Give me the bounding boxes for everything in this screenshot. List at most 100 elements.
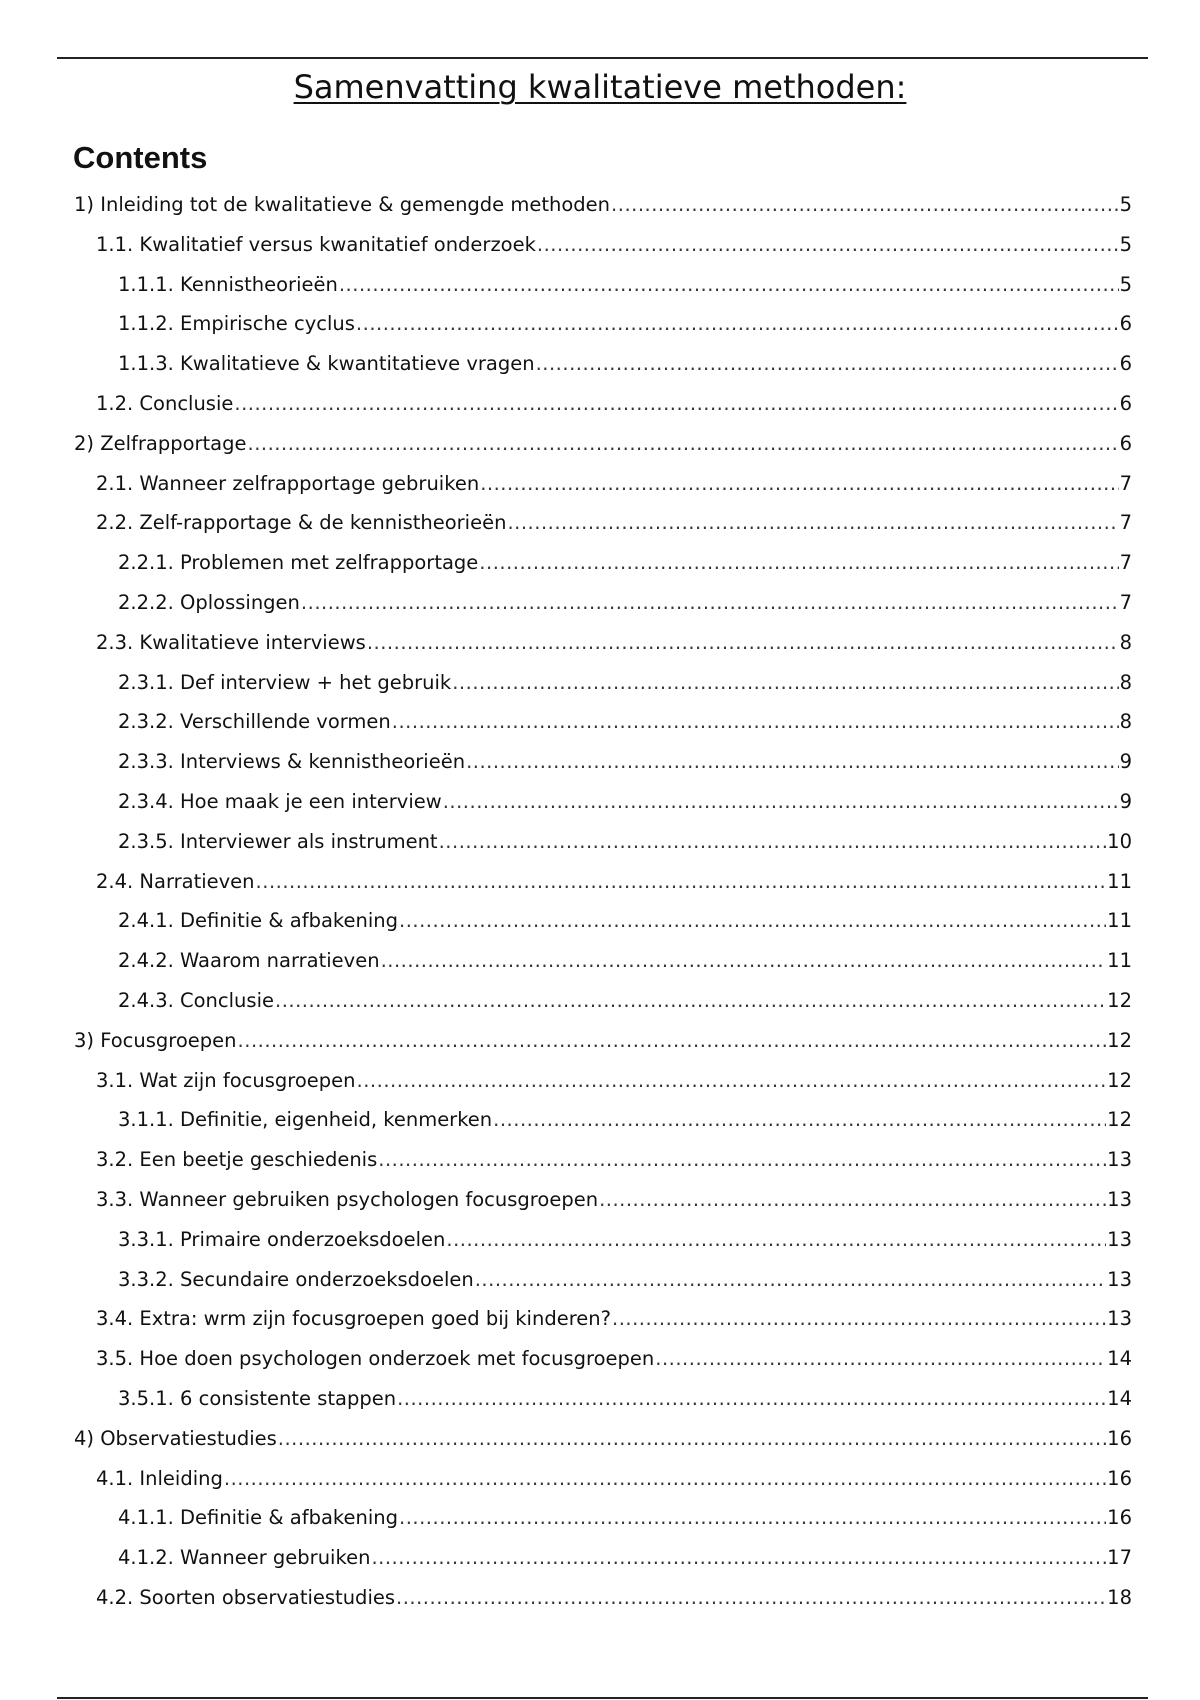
- toc-entry[interactable]: 2.2. Zelf-rapportage & de kennistheorieë…: [96, 511, 1132, 541]
- toc-entry[interactable]: 4.2. Soorten observatiestudies 18: [96, 1586, 1132, 1616]
- toc-entry-label: 2.4.2. Waarom narratieven: [118, 949, 380, 973]
- toc-entry-label: 2.3.4. Hoe maak je een interview: [118, 790, 442, 813]
- toc-leader-dots: [537, 233, 1119, 256]
- toc-entry-label: 3.1.1. Definitie, eigenheid, kenmerken: [118, 1108, 493, 1132]
- toc-entry[interactable]: 2) Zelfrapportage 6: [74, 432, 1132, 462]
- toc-entry-label: 4.2. Soorten observatiestudies: [96, 1586, 396, 1609]
- toc-page-number: 13: [1107, 1307, 1132, 1331]
- toc-page-number: 6: [1119, 431, 1132, 455]
- toc-entry[interactable]: 3.5. Hoe doen psychologen onderzoek met …: [96, 1347, 1132, 1377]
- toc-page-number: 13: [1107, 1267, 1132, 1291]
- toc-entry-label: 1.2. Conclusie: [96, 392, 234, 415]
- toc-entry-label: 3.5. Hoe doen psychologen onderzoek met …: [96, 1347, 655, 1371]
- toc-entry[interactable]: 2.2.2. Oplossingen 7: [118, 591, 1132, 621]
- toc-page-number: 11: [1107, 869, 1132, 893]
- toc-leader-dots: [378, 1148, 1106, 1171]
- toc-entry-label: 4.1.2. Wanneer gebruiken: [118, 1546, 371, 1570]
- toc-entry[interactable]: 4.1.2. Wanneer gebruiken 17: [118, 1546, 1132, 1576]
- toc-entry-label: 1) Inleiding tot de kwalitatieve & gemen…: [74, 193, 611, 216]
- toc-leader-dots: [612, 1307, 1106, 1330]
- toc-entry-label: 4.1.1. Definitie & afbakening: [118, 1506, 398, 1530]
- toc-page-number: 12: [1107, 989, 1132, 1012]
- toc-entry[interactable]: 2.4.3. Conclusie 12: [118, 989, 1132, 1019]
- toc-entry[interactable]: 3.3.2. Secundaire onderzoeksdoelen 13: [118, 1268, 1132, 1298]
- toc-entry-label: 3) Focusgroepen: [74, 1028, 237, 1052]
- toc-entry[interactable]: 1) Inleiding tot de kwalitatieve & gemen…: [74, 193, 1132, 223]
- toc-page-number: 14: [1107, 1387, 1132, 1410]
- toc-leader-dots: [536, 352, 1119, 375]
- toc-entry-label: 1.1.1. Kennistheorieën: [118, 272, 338, 296]
- toc-entry[interactable]: 2.4. Narratieven 11: [96, 870, 1132, 900]
- toc-entry[interactable]: 3.3. Wanneer gebruiken psychologen focus…: [96, 1188, 1132, 1218]
- toc-page-number: 8: [1119, 630, 1132, 654]
- toc-page-number: 7: [1119, 591, 1132, 614]
- toc-entry[interactable]: 4.1. Inleiding 16: [96, 1467, 1132, 1497]
- toc-entry[interactable]: 3.3.1. Primaire onderzoeksdoelen 13: [118, 1228, 1132, 1258]
- toc-leader-dots: [611, 193, 1119, 216]
- toc-entry[interactable]: 1.2. Conclusie 6: [96, 392, 1132, 422]
- toc-entry[interactable]: 2.3.3. Interviews & kennistheorieën 9: [118, 750, 1132, 780]
- toc-leader-dots: [234, 392, 1118, 415]
- toc-entry[interactable]: 2.4.2. Waarom narratieven 11: [118, 949, 1132, 979]
- toc-page-number: 12: [1107, 1108, 1132, 1132]
- toc-entry[interactable]: 1.1. Kwalitatief versus kwanitatief onde…: [96, 233, 1132, 263]
- toc-entry-label: 3.2. Een beetje geschiedenis: [96, 1148, 378, 1172]
- toc-page-number: 9: [1119, 790, 1132, 813]
- toc-entry-label: 3.1. Wat zijn focusgroepen: [96, 1068, 356, 1092]
- toc-entry[interactable]: 2.3.4. Hoe maak je een interview 9: [118, 790, 1132, 820]
- toc-leader-dots: [238, 1029, 1107, 1052]
- toc-leader-dots: [599, 1188, 1106, 1211]
- toc-entry-label: 2.1. Wanneer zelfrapportage gebruiken: [96, 471, 480, 495]
- toc-leader-dots: [248, 432, 1119, 455]
- toc-leader-dots: [301, 591, 1119, 614]
- toc-leader-dots: [655, 1347, 1106, 1370]
- toc-leader-dots: [367, 631, 1119, 654]
- toc-page-number: 7: [1119, 551, 1132, 575]
- toc-entry[interactable]: 2.3.1. Def interview + het gebruik 8: [118, 671, 1132, 701]
- toc-leader-dots: [381, 949, 1107, 972]
- toc-entry-label: 1.1. Kwalitatief versus kwanitatief onde…: [96, 232, 536, 256]
- toc-entry-label: 2.2.1. Problemen met zelfrapportage: [118, 551, 479, 575]
- toc-entry[interactable]: 2.4.1. Definitie & afbakening 11: [118, 909, 1132, 939]
- toc-entry[interactable]: 2.1. Wanneer zelfrapportage gebruiken 7: [96, 472, 1132, 502]
- toc-entry[interactable]: 1.1.1. Kennistheorieën 5: [118, 273, 1132, 303]
- toc-leader-dots: [396, 1586, 1106, 1609]
- toc-entry-label: 3.3.2. Secundaire onderzoeksdoelen: [118, 1267, 474, 1291]
- toc-entry[interactable]: 3.4. Extra: wrm zijn focusgroepen goed b…: [96, 1307, 1132, 1337]
- toc-entry[interactable]: 2.3.2. Verschillende vormen 8: [118, 710, 1132, 740]
- toc-leader-dots: [356, 312, 1119, 335]
- toc-entry[interactable]: 3.5.1. 6 consistente stappen 14: [118, 1387, 1132, 1417]
- toc-entry-label: 2.3.5. Interviewer als instrument: [118, 829, 438, 853]
- toc-page-number: 6: [1119, 352, 1132, 376]
- toc-entry[interactable]: 2.2.1. Problemen met zelfrapportage 7: [118, 551, 1132, 581]
- toc-leader-dots: [475, 1268, 1106, 1291]
- toc-entry[interactable]: 3) Focusgroepen 12: [74, 1029, 1132, 1059]
- toc-entry-label: 4) Observatiestudies: [74, 1426, 277, 1450]
- toc-entry[interactable]: 3.1. Wat zijn focusgroepen 12: [96, 1069, 1132, 1099]
- toc-page-number: 11: [1107, 949, 1132, 973]
- toc-leader-dots: [371, 1546, 1106, 1569]
- toc-entry[interactable]: 4) Observatiestudies 16: [74, 1427, 1132, 1457]
- toc-entry[interactable]: 1.1.2. Empirische cyclus 6: [118, 312, 1132, 342]
- toc-page-number: 17: [1107, 1546, 1132, 1570]
- toc-page-number: 5: [1119, 232, 1132, 256]
- toc-page-number: 8: [1119, 710, 1132, 734]
- toc-leader-dots: [357, 1069, 1107, 1092]
- toc-leader-dots: [224, 1467, 1106, 1490]
- toc-leader-dots: [275, 989, 1106, 1012]
- toc-entry[interactable]: 2.3.5. Interviewer als instrument 10: [118, 830, 1132, 860]
- toc-entry[interactable]: 2.3. Kwalitatieve interviews 8: [96, 631, 1132, 661]
- toc-entry[interactable]: 3.2. Een beetje geschiedenis 13: [96, 1148, 1132, 1178]
- toc-page-number: 12: [1107, 1028, 1132, 1052]
- toc-leader-dots: [278, 1427, 1106, 1450]
- toc-page-number: 6: [1119, 392, 1132, 415]
- toc-leader-dots: [466, 750, 1119, 773]
- toc-leader-dots: [392, 710, 1119, 733]
- toc-entry[interactable]: 1.1.3. Kwalitatieve & kwantitatieve vrag…: [118, 352, 1132, 382]
- toc-entry[interactable]: 4.1.1. Definitie & afbakening 16: [118, 1506, 1132, 1536]
- toc-page-number: 18: [1107, 1586, 1132, 1609]
- toc-leader-dots: [399, 909, 1106, 932]
- toc-page-number: 16: [1107, 1466, 1132, 1490]
- toc-entry-label: 1.1.3. Kwalitatieve & kwantitatieve vrag…: [118, 352, 535, 376]
- toc-entry[interactable]: 3.1.1. Definitie, eigenheid, kenmerken 12: [118, 1108, 1132, 1138]
